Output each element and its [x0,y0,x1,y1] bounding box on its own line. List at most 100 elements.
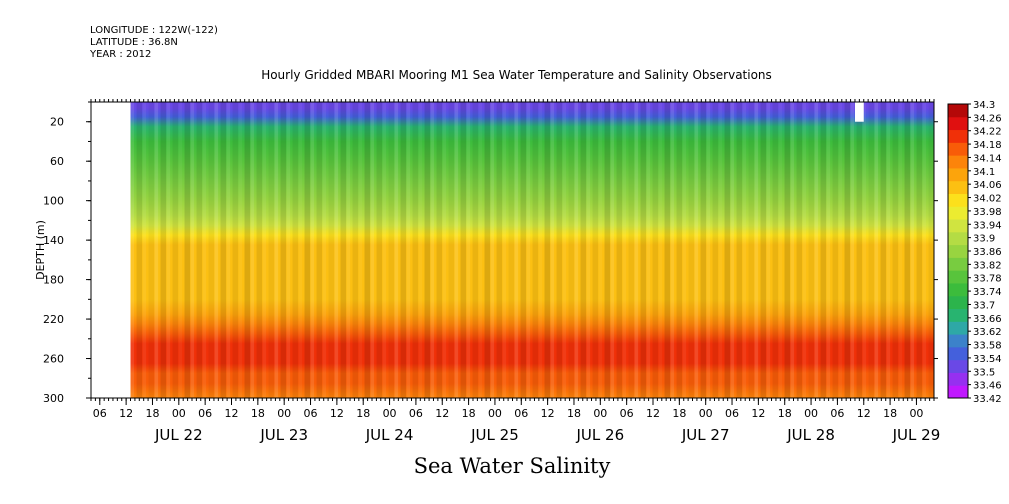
field-texture [226,102,231,398]
field-texture [694,102,699,398]
colorbar-swatch [948,206,968,220]
field-texture [862,102,867,398]
field-texture [526,102,531,398]
colorbar-label: 33.66 [973,314,1002,325]
x-hour-label: 06 [830,407,844,420]
x-hour-label: 00 [488,407,502,420]
field-texture [754,102,759,398]
colorbar-swatch [948,129,968,143]
chart-title: Hourly Gridded MBARI Mooring M1 Sea Wate… [261,68,772,82]
field-texture [886,102,891,398]
field-texture [598,102,603,398]
colorbar-swatch [948,231,968,246]
x-hour-label: 00 [172,407,186,420]
y-tick-label: 140 [43,234,64,247]
x-hour-label: 18 [356,407,370,420]
field-texture [250,102,255,398]
colorbar-label: 33.86 [973,247,1002,258]
field-texture [658,102,663,398]
x-hour-label: 12 [857,407,871,420]
x-hour-label: 00 [277,407,291,420]
x-hour-label: 18 [567,407,581,420]
field-texture [304,102,311,398]
year-label: YEAR : 2012 [90,49,152,60]
x-date-label: JUL 24 [365,426,414,444]
field-texture [652,102,659,398]
field-texture [136,102,143,398]
field-texture [574,102,579,398]
colorbar-swatch [948,142,968,156]
field-texture [520,102,527,398]
x-date-label: JUL 27 [681,426,730,444]
field-texture [406,102,411,398]
field-texture [274,102,279,398]
colorbar-label: 34.02 [973,194,1002,205]
field-texture [688,102,695,398]
field-texture [712,102,719,398]
chart-caption: Sea Water Salinity [413,454,611,478]
field-texture [610,102,615,398]
field-texture [550,102,555,398]
x-hour-label: 06 [198,407,212,420]
field-texture [370,102,375,398]
x-hour-label: 12 [225,407,239,420]
field-texture [286,102,291,398]
x-hour-label: 06 [93,407,107,420]
field-texture [724,102,731,398]
field-texture [814,102,819,398]
axes: 20 60 100 140 180 220 260 300 06 12 18 00 06 12 18 00 06… [43,99,940,444]
field-texture [148,102,155,398]
colorbar-label: 34.1 [973,167,995,178]
field-texture [856,102,863,398]
x-hour-label: 12 [541,407,555,420]
x-hour-label: 06 [725,407,739,420]
colorbar-label: 33.9 [973,234,995,245]
field-texture [292,102,299,398]
colorbar-label: 33.74 [973,287,1002,298]
colorbar-swatch [948,257,968,271]
colorbar-swatch [948,359,968,373]
field-texture [142,102,147,398]
field-texture [256,102,263,398]
field-texture [208,102,215,398]
colorbar-swatch [948,244,968,258]
field-texture [436,102,443,398]
field-texture [778,102,783,398]
field-texture [388,102,395,398]
field-texture [340,102,347,398]
field-texture [568,102,575,398]
field-texture [238,102,243,398]
field-texture [298,102,303,398]
colorbar-swatch [948,321,968,335]
colorbar: 33.42 33.46 33.5 33.54 33.58 33.62 33.66 33.7 33… [947,100,1002,405]
field-texture [748,102,755,398]
field-texture [280,102,287,398]
field-texture [442,102,447,398]
field-texture [310,102,315,398]
x-hour-label: 00 [699,407,713,420]
field-texture [514,102,519,398]
colorbar-swatch [948,180,968,194]
field-texture [172,102,179,398]
colorbar-label: 33.62 [973,327,1002,338]
field-texture [196,102,203,398]
field-texture [364,102,371,398]
field-texture [676,102,683,398]
colorbar-label: 33.98 [973,207,1002,218]
field-texture [214,102,219,398]
y-tick-label: 20 [50,116,64,129]
field-texture [424,102,431,398]
x-date-label: JUL 25 [470,426,519,444]
field-texture [904,102,911,398]
colorbar-swatch [948,308,968,322]
salinity-field [130,102,934,398]
field-texture [928,102,934,398]
colorbar-swatch [948,295,968,310]
field-texture [646,102,651,398]
colorbar-label: 33.42 [973,394,1002,405]
field-texture [844,102,851,398]
x-hour-label: 18 [145,407,159,420]
field-texture [832,102,839,398]
x-hour-label: 12 [435,407,449,420]
field-texture [880,102,887,398]
